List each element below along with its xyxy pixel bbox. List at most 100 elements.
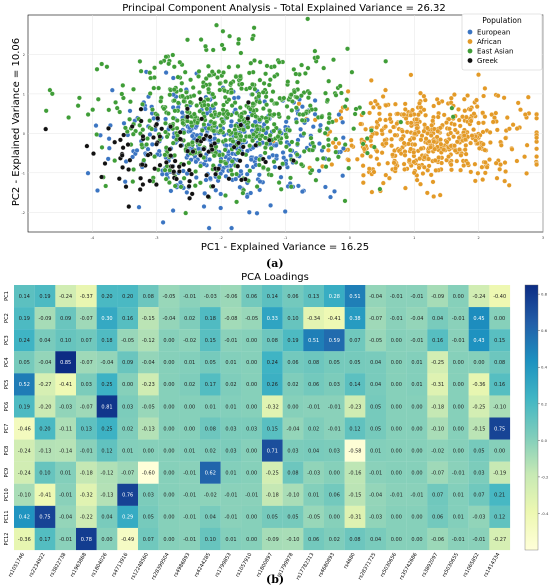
scatter-point [277,95,283,101]
heatmap-cell-value: 0.00 [163,448,174,454]
scatter-point [302,70,308,76]
scatter-point [215,138,221,144]
scatter-point [431,126,437,132]
heatmap-cell [34,417,56,440]
heatmap-cell [55,461,77,484]
scatter-point [147,91,153,96]
heatmap-cell-value: 0.01 [184,448,195,454]
scatter-point [285,115,291,121]
scatter-point [399,136,405,142]
scatter-point [267,108,273,114]
scatter-point [435,114,441,120]
heatmap-cell-value: -0.05 [245,316,258,322]
scatter-point [126,167,132,172]
heatmap-cell [34,307,56,330]
scatter-point [534,154,540,160]
scatter-point [335,154,341,160]
scatter-point [120,82,126,88]
y-tick-label: 1 [23,92,25,96]
colorbar-tick-label: 0.6 [541,328,548,333]
scatter-point [235,41,241,46]
scatter-point [415,112,421,118]
heatmap-cell-value: -0.23 [142,382,155,388]
scatter-point [402,152,408,158]
scatter-point [238,114,244,120]
scatter-point [482,85,488,91]
scatter-point [244,194,250,200]
scatter-point [326,157,332,162]
heatmap-cell-value: -0.07 [369,316,382,322]
scatter-point [145,152,151,158]
scatter-point [93,123,99,129]
scatter-point [245,99,251,105]
heatmap-cell-value: 0.06 [287,294,298,300]
heatmap-cell [406,527,428,551]
scatter-point [380,180,386,186]
heatmap-cell [386,461,407,484]
heatmap-row-label: PC3 [4,335,10,345]
scatter-point [426,139,432,144]
heatmap-cell-value: 0.02 [308,426,319,432]
heatmap-cell [138,527,159,551]
scatter-point [223,137,229,143]
scatter-point [472,161,478,167]
heatmap-cell-value: 0.06 [246,294,257,300]
scatter-point [260,164,266,170]
scatter-point [336,112,342,118]
heatmap-cell [200,505,221,529]
legend-marker [467,38,473,45]
scatter-point [446,154,452,160]
scatter-point [386,175,392,181]
heatmap-cell [406,483,428,506]
scatter-point [187,195,193,201]
heatmap-cell-value: 0.07 [143,537,154,543]
scatter-point [475,170,481,176]
heatmap-cell-value: 0.03 [81,382,92,388]
scatter-point [270,89,276,95]
heatmap-cell [55,395,77,418]
scatter-point [437,192,443,198]
scatter-point [287,147,293,153]
heatmap-cell [158,439,180,462]
scatter-point [364,136,370,141]
heatmap-cell [468,483,490,506]
scatter-point [309,167,315,173]
heatmap-cell-value: 0.00 [391,537,402,543]
scatter-point [210,91,216,97]
scatter-point [414,177,420,183]
heatmap-cell-value: 0.08 [494,360,505,366]
scatter-point [229,118,234,124]
scatter-point [298,161,304,167]
heatmap-cell [427,351,449,374]
heatmap-colorbar: 0.8 0.6 0.4 0.2 0.0 -0.2 -0.4 [524,284,549,551]
scatter-point [170,208,176,214]
scatter-point [223,160,229,166]
heatmap-cell-value: 0.03 [122,404,133,410]
heatmap-cell [117,527,139,551]
heatmap-cell-value: 0.00 [246,471,257,477]
scatter-point [237,105,243,111]
scatter-point [121,132,127,138]
heatmap-cell-value: 0.78 [81,537,92,543]
heatmap-cell-value: -0.12 [142,338,155,344]
scatter-point [163,120,168,126]
heatmap-cell-value: -0.01 [307,404,320,410]
heatmap-cell-value: 0.15 [205,338,216,344]
scatter-point [268,202,274,208]
scatter-point [451,134,457,140]
heatmap-cell-value: -0.04 [369,493,382,499]
scatter-point [256,162,262,168]
scatter-point [241,127,246,133]
heatmap-cell [55,373,77,396]
scatter-point [122,179,128,185]
scatter-point [43,108,49,114]
scatter-point [321,65,327,71]
scatter-point [158,98,164,104]
scatter-point [168,188,174,194]
heatmap-cell [76,527,97,551]
scatter-point [91,151,96,157]
heatmap-cell [386,505,407,529]
scatter-point [196,68,202,74]
scatter-point [489,112,495,118]
heatmap-cell-value: -0.02 [183,338,196,344]
